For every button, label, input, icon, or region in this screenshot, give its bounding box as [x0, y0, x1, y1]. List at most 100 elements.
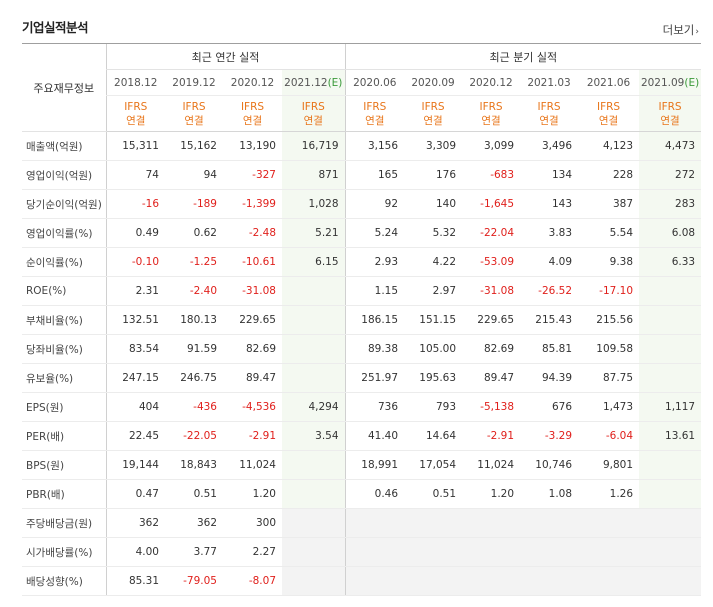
estimate-mark: (E) [327, 76, 343, 89]
value-cell [404, 508, 463, 538]
value-cell: 0.62 [165, 218, 223, 248]
value-cell: -189 [165, 189, 223, 219]
value-cell: 41.40 [344, 421, 405, 451]
period-header: 2021.06 [578, 69, 640, 96]
value-cell: 5.24 [344, 218, 405, 248]
value-cell: -327 [223, 160, 282, 190]
value-cell: 4.00 [105, 537, 165, 567]
chevron-right-icon: › [695, 27, 699, 37]
row-label: BPS(원) [22, 450, 106, 480]
value-cell: 94.39 [520, 363, 579, 393]
value-cell: 105.00 [404, 334, 463, 364]
value-cell: 215.43 [520, 305, 579, 335]
value-cell: 1.08 [520, 479, 579, 509]
value-cell [344, 566, 405, 596]
value-cell: -17.10 [578, 276, 640, 306]
period-label: 2020.12 [469, 76, 513, 89]
ifrs-label: IFRS 연결 [462, 95, 521, 132]
value-cell [520, 566, 579, 596]
value-cell: 94 [165, 160, 223, 190]
value-cell: 92 [344, 189, 405, 219]
value-cell [520, 537, 579, 567]
value-cell: 300 [223, 508, 282, 538]
value-cell: 89.38 [344, 334, 405, 364]
value-cell: 19,144 [105, 450, 165, 480]
row-label: 부채비율(%) [22, 305, 106, 335]
period-label: 2019.12 [172, 76, 216, 89]
value-cell: 0.47 [105, 479, 165, 509]
value-cell: 5.54 [578, 218, 640, 248]
value-cell [344, 537, 405, 567]
value-cell: 736 [344, 392, 405, 422]
period-label: 2021.03 [527, 76, 571, 89]
value-cell [639, 276, 702, 306]
value-cell [404, 537, 463, 567]
row-label: EPS(원) [22, 392, 106, 422]
period-header: 2021.03 [520, 69, 579, 96]
row-label: PBR(배) [22, 479, 106, 509]
value-cell: -31.08 [462, 276, 521, 306]
period-label: 2021.12 [284, 76, 328, 89]
value-cell: 14.64 [404, 421, 463, 451]
value-cell: 676 [520, 392, 579, 422]
value-cell: 91.59 [165, 334, 223, 364]
value-cell: 362 [165, 508, 223, 538]
value-cell: 89.47 [462, 363, 521, 393]
table-row: 당기순이익(억원) -16 -189 -1,399 1,028 92 140 -1,645 14… [22, 189, 702, 219]
value-cell: 229.65 [223, 305, 282, 335]
value-cell: 0.49 [105, 218, 165, 248]
table-row: 영업이익(억원) 74 94 -327 871 165 176 -683 134 228 272 [22, 160, 702, 190]
value-cell: 3.54 [282, 421, 346, 451]
more-link[interactable]: 더보기› [663, 22, 699, 38]
value-cell: 229.65 [462, 305, 521, 335]
value-cell: 11,024 [462, 450, 521, 480]
ifrs-label: IFRS 연결 [578, 95, 640, 132]
value-cell [578, 537, 640, 567]
value-cell: -5,138 [462, 392, 521, 422]
period-header: 2020.06 [344, 69, 405, 96]
period-header: 2020.12 [462, 69, 521, 96]
value-cell: 143 [520, 189, 579, 219]
value-cell: -8.07 [223, 566, 282, 596]
value-cell: 2.27 [223, 537, 282, 567]
estimate-mark: (E) [684, 76, 700, 89]
row-label: PER(배) [22, 421, 106, 451]
table-row: PER(배) 22.45 -22.05 -2.91 3.54 41.40 14.64 -2.9… [22, 421, 702, 451]
value-cell: 18,843 [165, 450, 223, 480]
ifrs-label: IFRS 연결 [223, 95, 282, 132]
value-cell: 228 [578, 160, 640, 190]
more-label: 더보기 [662, 23, 695, 37]
value-cell: 151.15 [404, 305, 463, 335]
value-cell: 215.56 [578, 305, 640, 335]
value-cell: 4,123 [578, 131, 640, 161]
row-label: 매출액(억원) [22, 131, 106, 161]
period-header: 2020.09 [404, 69, 463, 96]
section-header: 기업실적분석 더보기› [0, 0, 713, 43]
value-cell: 2.97 [404, 276, 463, 306]
table-row: 매출액(억원) 15,311 15,162 13,190 16,719 3,156 3,30… [22, 131, 702, 161]
table-row: ROE(%) 2.31 -2.40 -31.08 1.15 2.97 -31.08 -26.5… [22, 276, 702, 306]
value-cell: 404 [105, 392, 165, 422]
value-cell: 793 [404, 392, 463, 422]
value-cell: -2.91 [462, 421, 521, 451]
period-header: 2021.09(E) [639, 69, 702, 96]
value-cell: -1,399 [223, 189, 282, 219]
value-cell: -436 [165, 392, 223, 422]
value-cell: -3.29 [520, 421, 579, 451]
ifrs-label: IFRS 연결 [639, 95, 702, 132]
value-cell: -31.08 [223, 276, 282, 306]
value-cell: 5.21 [282, 218, 346, 248]
ifrs-label: IFRS 연결 [165, 95, 223, 132]
period-header: 2018.12 [105, 69, 165, 96]
value-cell: 0.51 [165, 479, 223, 509]
value-cell [639, 479, 702, 509]
value-cell: 186.15 [344, 305, 405, 335]
value-cell: 13.61 [639, 421, 702, 451]
value-cell: 4.09 [520, 247, 579, 277]
row-label: 배당성향(%) [22, 566, 106, 596]
value-cell: 17,054 [404, 450, 463, 480]
period-header: 2021.12(E) [282, 69, 346, 96]
group-header-row: 주요재무정보 최근 연간 실적 최근 분기 실적 [22, 43, 702, 132]
value-cell [578, 508, 640, 538]
value-cell: -22.04 [462, 218, 521, 248]
